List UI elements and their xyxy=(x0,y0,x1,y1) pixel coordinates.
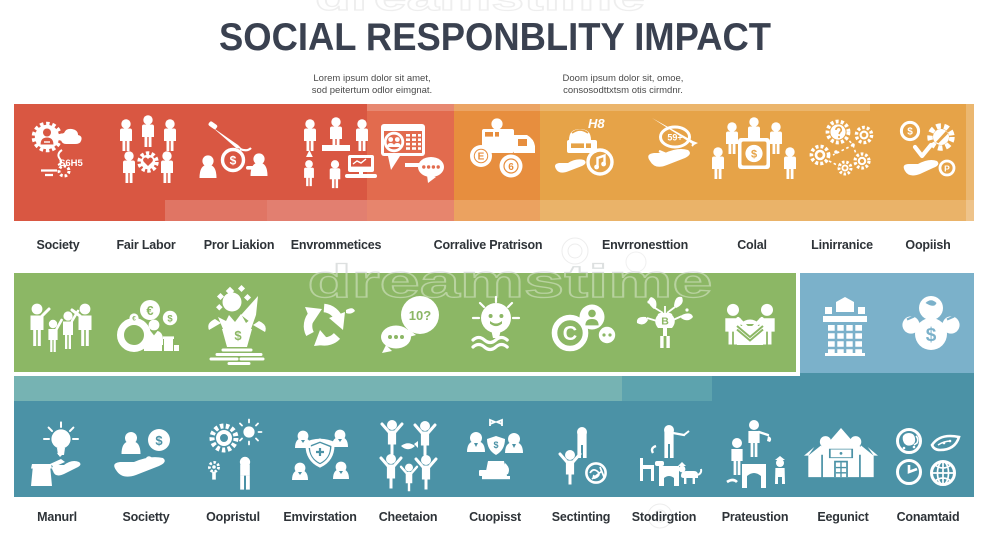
svg-text:6: 6 xyxy=(508,162,514,173)
svg-text:C: C xyxy=(563,323,577,345)
svg-text:dreamstime: dreamstime xyxy=(308,255,713,307)
svg-text:Sectinting: Sectinting xyxy=(552,510,610,524)
svg-text:Oopiish: Oopiish xyxy=(905,238,950,252)
svg-text:SOCIAL RESPONBLITY IMPACT: SOCIAL RESPONBLITY IMPACT xyxy=(219,16,771,59)
svg-text:$: $ xyxy=(751,149,757,161)
svg-text:Stodirgtion: Stodirgtion xyxy=(632,510,696,524)
svg-text:S6H5: S6H5 xyxy=(59,158,83,169)
svg-text:Linirranice: Linirranice xyxy=(811,238,873,252)
svg-text:$: $ xyxy=(493,440,498,450)
svg-text:Eegunict: Eegunict xyxy=(817,510,869,524)
svg-text:B: B xyxy=(661,316,669,328)
svg-text:Lorem ipsum dolor sit amet,: Lorem ipsum dolor sit amet, xyxy=(313,73,430,84)
svg-text:P: P xyxy=(944,164,950,174)
svg-text:Pror Liakion: Pror Liakion xyxy=(204,238,275,252)
svg-text:H8: H8 xyxy=(588,116,605,131)
svg-text:sod peitertum odlor eimgnat.: sod peitertum odlor eimgnat. xyxy=(312,85,432,96)
svg-text:10?: 10? xyxy=(409,308,431,323)
svg-text:Society: Society xyxy=(36,238,79,252)
svg-text:$: $ xyxy=(167,313,173,324)
svg-text:Emvirstation: Emvirstation xyxy=(283,510,356,524)
svg-text:$: $ xyxy=(230,154,237,168)
svg-text:$: $ xyxy=(155,433,163,448)
svg-text:E: E xyxy=(478,152,485,163)
svg-text:Oopristul: Oopristul xyxy=(206,510,260,524)
svg-text:Envrommetices: Envrommetices xyxy=(291,238,382,252)
svg-text:Doom ipsum dolor sit, omoe,: Doom ipsum dolor sit, omoe, xyxy=(563,73,684,84)
svg-text:59+: 59+ xyxy=(667,133,682,143)
svg-text:€: € xyxy=(146,303,153,318)
svg-text:Prateustion: Prateustion xyxy=(722,510,789,524)
svg-text:Fair Labor: Fair Labor xyxy=(116,238,175,252)
svg-text:Societty: Societty xyxy=(122,510,169,524)
svg-text:€: € xyxy=(132,316,136,323)
svg-text:Cheetaion: Cheetaion xyxy=(379,510,438,524)
svg-text:Cuopisst: Cuopisst xyxy=(469,510,522,524)
svg-text:Envrronesttion: Envrronesttion xyxy=(602,238,688,252)
svg-text:Conamtaid: Conamtaid xyxy=(897,510,960,524)
svg-text:$: $ xyxy=(907,127,913,138)
svg-text:$: $ xyxy=(926,325,937,346)
svg-text:Corralive Pratrison: Corralive Pratrison xyxy=(434,238,543,252)
svg-text:consosodttxtsm otis cirmdnr.: consosodttxtsm otis cirmdnr. xyxy=(563,85,683,96)
svg-text:$: $ xyxy=(234,328,242,343)
svg-text:dreamstime: dreamstime xyxy=(308,255,713,307)
svg-text:Manurl: Manurl xyxy=(37,510,77,524)
svg-text:dreamstime: dreamstime xyxy=(315,0,645,19)
svg-text:Colal: Colal xyxy=(737,238,767,252)
